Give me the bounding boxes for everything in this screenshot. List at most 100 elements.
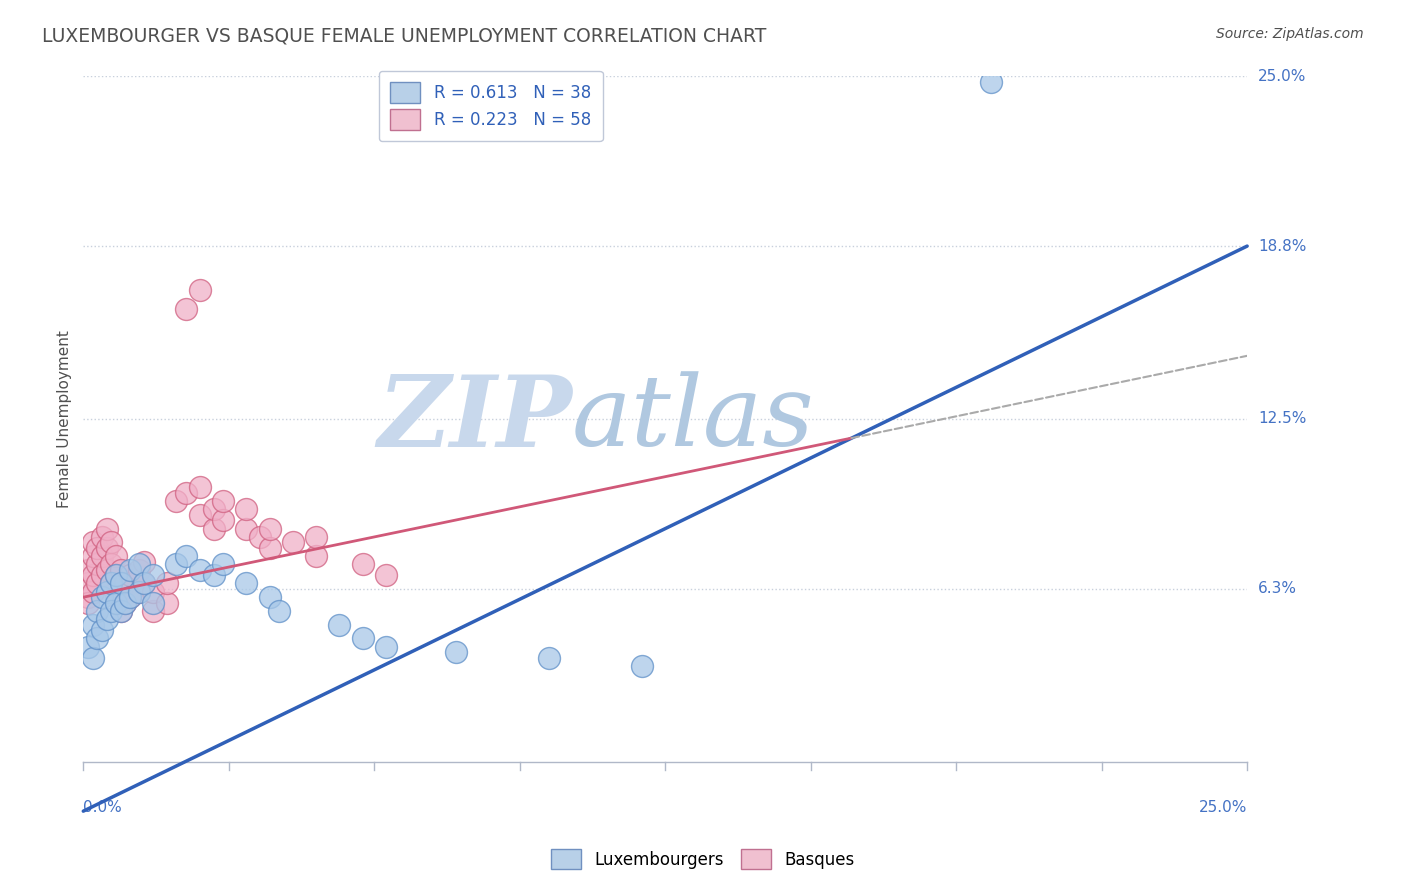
Text: atlas: atlas (572, 371, 815, 467)
Point (249, 530, 271, 544)
Point (305, 549, 328, 563)
Y-axis label: Female Unemployment: Female Unemployment (58, 330, 72, 508)
Text: ZIP: ZIP (377, 371, 572, 467)
Point (374, 568, 396, 582)
Text: 12.5%: 12.5% (1258, 411, 1306, 426)
Point (82, 650, 104, 665)
Point (100, 535, 122, 549)
Point (100, 576, 122, 591)
Point (77, 591, 100, 605)
Point (328, 617, 350, 632)
Point (235, 502, 257, 516)
Point (104, 549, 127, 563)
Text: 25.0%: 25.0% (1199, 799, 1247, 814)
Point (100, 604, 122, 618)
Point (100, 558, 122, 572)
Text: 18.8%: 18.8% (1258, 238, 1306, 253)
Point (86, 632, 108, 646)
Point (82, 584, 104, 599)
Point (114, 596, 136, 610)
Point (235, 522, 257, 536)
Point (114, 596, 136, 610)
Point (118, 568, 141, 582)
Text: 6.3%: 6.3% (1258, 582, 1298, 597)
Point (110, 604, 132, 618)
Text: 0.0%: 0.0% (83, 799, 122, 814)
Point (132, 576, 155, 591)
Point (156, 576, 179, 591)
Point (128, 584, 150, 599)
Point (212, 494, 235, 508)
Point (202, 502, 225, 516)
Point (267, 604, 290, 618)
Point (82, 617, 104, 632)
Point (90, 530, 112, 544)
Point (980, 74, 1002, 88)
Text: LUXEMBOURGER VS BASQUE FEMALE UNEMPLOYMENT CORRELATION CHART: LUXEMBOURGER VS BASQUE FEMALE UNEMPLOYME… (42, 27, 766, 45)
Point (90, 549, 112, 563)
Point (77, 576, 100, 591)
Point (82, 549, 104, 563)
Point (104, 568, 127, 582)
Point (86, 604, 108, 618)
Point (352, 632, 374, 646)
Point (188, 283, 211, 297)
Point (142, 604, 165, 618)
Point (118, 591, 141, 605)
Point (156, 596, 179, 610)
Text: 25.0%: 25.0% (1258, 69, 1306, 84)
Point (110, 563, 132, 577)
Point (281, 535, 304, 549)
Point (212, 558, 235, 572)
Point (110, 604, 132, 618)
Point (128, 558, 150, 572)
Point (174, 302, 197, 317)
Point (82, 568, 104, 582)
Point (114, 576, 136, 591)
Point (104, 591, 127, 605)
Point (631, 658, 654, 673)
Point (165, 558, 187, 572)
Legend: Luxembourgers, Basques: Luxembourgers, Basques (541, 838, 865, 880)
Point (142, 596, 165, 610)
Point (188, 481, 211, 495)
Point (174, 486, 197, 500)
Point (96, 612, 118, 626)
Point (202, 568, 225, 582)
Point (352, 558, 374, 572)
Point (212, 513, 235, 527)
Point (259, 522, 281, 536)
Point (374, 640, 396, 654)
Point (118, 591, 141, 605)
Point (96, 563, 118, 577)
Point (235, 576, 257, 591)
Point (118, 563, 141, 577)
Point (128, 563, 150, 577)
Point (165, 494, 187, 508)
Point (188, 508, 211, 522)
Point (77, 640, 100, 654)
Point (142, 584, 165, 599)
Point (104, 568, 127, 582)
Point (110, 576, 132, 591)
Point (86, 576, 108, 591)
Point (259, 591, 281, 605)
Point (132, 555, 155, 569)
Point (202, 522, 225, 536)
Point (142, 568, 165, 582)
Point (86, 558, 108, 572)
Point (90, 568, 112, 582)
Point (77, 596, 100, 610)
Point (110, 584, 132, 599)
Point (259, 541, 281, 555)
Point (90, 623, 112, 637)
Point (188, 563, 211, 577)
Point (444, 645, 467, 659)
Point (82, 535, 104, 549)
Point (96, 522, 118, 536)
Point (86, 541, 108, 555)
Text: Source: ZipAtlas.com: Source: ZipAtlas.com (1216, 27, 1364, 41)
Point (100, 576, 122, 591)
Legend: R = 0.613   N = 38, R = 0.223   N = 58: R = 0.613 N = 38, R = 0.223 N = 58 (378, 70, 603, 141)
Point (96, 541, 118, 555)
